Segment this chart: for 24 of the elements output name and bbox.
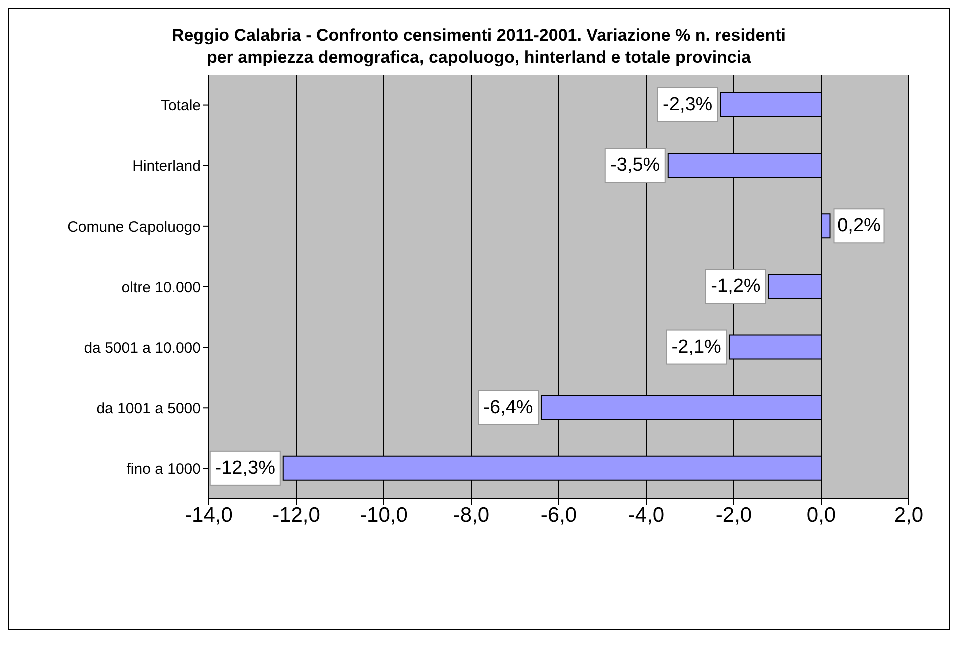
data-label: -2,1% xyxy=(672,336,722,358)
chart-title: Reggio Calabria - Confronto censimenti 2011-2001. Variazione % n. residenti per ampiezza demografica, capoluogo, hinterland e totale provincia xyxy=(170,25,788,69)
x-tick-label: 2,0 xyxy=(894,504,924,527)
x-tick-label: -4,0 xyxy=(628,504,665,527)
data-label: 0,2% xyxy=(838,216,882,237)
x-tick-label: -2,0 xyxy=(716,504,752,527)
y-tick-label: da 1001 a 5000 xyxy=(96,400,201,418)
x-tick-label: -6,0 xyxy=(540,504,578,527)
x-tick-label: -10,0 xyxy=(360,504,408,527)
y-tick-label: Totale xyxy=(160,98,201,115)
data-label: -2,3% xyxy=(663,94,713,116)
x-tick-label: -14,0 xyxy=(185,504,233,527)
data-label: -3,5% xyxy=(610,155,660,176)
x-tick-label: -12,0 xyxy=(272,504,320,527)
data-label: -1,2% xyxy=(711,276,761,298)
data-label: -6,4% xyxy=(484,397,534,418)
x-tick-label: 0,0 xyxy=(806,504,836,527)
y-tick-label: fino a 1000 xyxy=(126,461,201,478)
y-tick-label: da 5001 a 10.000 xyxy=(84,340,201,357)
y-tick-label: Hinterland xyxy=(132,158,201,176)
y-tick-label: oltre 10.000 xyxy=(122,279,201,296)
y-tick-label: Comune Capoluogo xyxy=(68,218,201,236)
x-tick-label: -8,0 xyxy=(453,504,490,527)
data-label: -12,3% xyxy=(215,458,276,479)
